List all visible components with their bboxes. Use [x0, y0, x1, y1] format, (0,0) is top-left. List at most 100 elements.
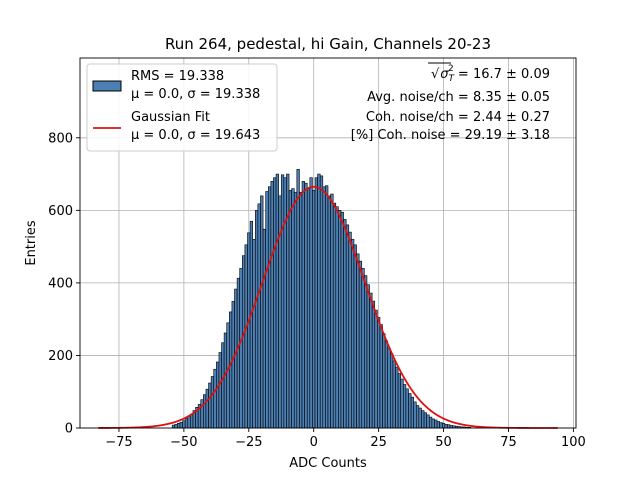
histogram-bar: [304, 182, 308, 429]
legend: RMS = 19.338 μ = 0.0, σ = 19.338 Gaussia…: [86, 63, 278, 152]
histogram-bar: [267, 186, 272, 429]
histogram-bar: [190, 413, 194, 429]
histogram-bar: [306, 188, 311, 429]
histogram-bar: [312, 190, 316, 429]
legend-histogram-label: RMS = 19.338: [131, 69, 224, 84]
histogram-bar: [273, 177, 277, 429]
histogram-bar: [260, 195, 264, 429]
histogram-bar: [327, 195, 331, 429]
histogram-bar: [174, 424, 178, 429]
histogram-bar: [444, 424, 448, 429]
legend-box: [86, 63, 278, 152]
histogram-bar: [345, 224, 350, 429]
histogram-bar: [291, 188, 295, 429]
histogram-bar: [379, 324, 383, 429]
histogram-bar: [283, 177, 287, 429]
y-axis-label: Entries: [24, 220, 39, 266]
histogram-bar: [413, 401, 417, 429]
x-tick-label: 0: [310, 435, 318, 450]
legend-histogram-stats: μ = 0.0, σ = 19.338: [131, 87, 260, 102]
y-tick-label: 600: [48, 204, 73, 219]
y-axis-ticks: 0 200 400 600 800: [48, 131, 80, 437]
histogram-bar: [384, 340, 389, 429]
histogram-bar: [325, 185, 329, 429]
plot-frame: [79, 57, 577, 429]
histogram-bar: [374, 309, 378, 429]
legend-histogram-swatch: [92, 80, 122, 92]
histogram-bar: [369, 292, 373, 429]
histogram-bar: [436, 421, 440, 429]
histogram-bar: [322, 186, 326, 429]
histogram-bar: [434, 419, 438, 429]
y-tick-label: 400: [48, 276, 73, 291]
histogram-bar: [262, 228, 266, 429]
histogram-bar: [338, 210, 342, 429]
histogram-bar: [229, 311, 233, 429]
histogram-bar: [397, 373, 402, 429]
gaussian-fit-layer: [98, 185, 558, 429]
histogram-bar: [257, 203, 261, 429]
histogram-bar: [371, 300, 376, 429]
histogram-bar: [382, 333, 386, 429]
histogram-bar: [293, 191, 298, 429]
histogram-bar: [366, 284, 370, 429]
histogram-bar: [179, 421, 183, 429]
histogram-bar: [351, 239, 355, 429]
histogram-bar: [226, 322, 230, 429]
histogram-bar: [288, 190, 292, 429]
histogram-bar: [184, 418, 189, 429]
histogram-bar: [335, 206, 339, 429]
histogram-bar: [447, 424, 451, 429]
histogram-bar: [221, 342, 225, 429]
histogram-bar: [340, 211, 344, 429]
x-tick-label: −25: [235, 435, 262, 450]
x-axis-label: ADC Counts: [289, 456, 367, 471]
histogram-bar: [428, 416, 433, 429]
x-tick-label: −50: [170, 435, 197, 450]
coherent-noise-annotation: Coh. noise/ch = 2.44 ± 0.27: [366, 110, 550, 125]
y-tick-label: 200: [48, 349, 73, 364]
histogram-bar: [356, 253, 360, 429]
histogram-bar: [423, 412, 427, 429]
x-tick-label: 50: [435, 435, 452, 450]
histogram-bar: [210, 376, 215, 429]
histogram-bar: [216, 361, 220, 429]
histogram-bar: [431, 418, 435, 429]
histogram-bar: [387, 347, 391, 429]
histogram-bar: [182, 420, 186, 429]
histogram-bar: [408, 393, 412, 429]
avg-noise-annotation: Avg. noise/ch = 8.35 ± 0.05: [367, 90, 550, 105]
histogram-bar: [223, 332, 228, 429]
histogram-bar: [236, 277, 241, 429]
histogram-bar: [242, 255, 246, 429]
histogram-bar: [361, 268, 365, 429]
histogram-bar: [203, 394, 207, 429]
histogram-bar: [330, 193, 334, 429]
histogram-bar: [177, 422, 181, 429]
histogram-bar: [301, 181, 305, 429]
histogram-bar: [205, 388, 209, 429]
x-tick-label: 75: [500, 435, 517, 450]
histogram-bar: [213, 368, 217, 429]
histogram-bar: [364, 275, 368, 429]
histogram-bar: [353, 244, 357, 429]
histogram-bar: [187, 416, 191, 429]
histogram-bar: [410, 396, 414, 429]
histogram-bar: [421, 410, 425, 429]
legend-fit-stats: μ = 0.0, σ = 19.643: [131, 128, 260, 143]
histogram-bar: [244, 244, 248, 429]
y-tick-label: 800: [48, 131, 73, 146]
histogram-bar: [415, 405, 420, 429]
histogram-bar: [319, 175, 324, 429]
histogram-bar: [265, 191, 269, 429]
x-axis-ticks: −75 −50 −25 0 25 50 75 100: [105, 428, 586, 450]
histogram-bar: [296, 169, 300, 429]
histogram-bar: [348, 231, 352, 429]
histogram-bar: [390, 353, 394, 429]
gaussian-fit-line: [98, 185, 558, 429]
y-tick-label: 0: [65, 422, 73, 437]
histogram-bar: [252, 239, 256, 429]
histogram-bar: [392, 360, 396, 429]
histogram-bar: [299, 191, 303, 429]
